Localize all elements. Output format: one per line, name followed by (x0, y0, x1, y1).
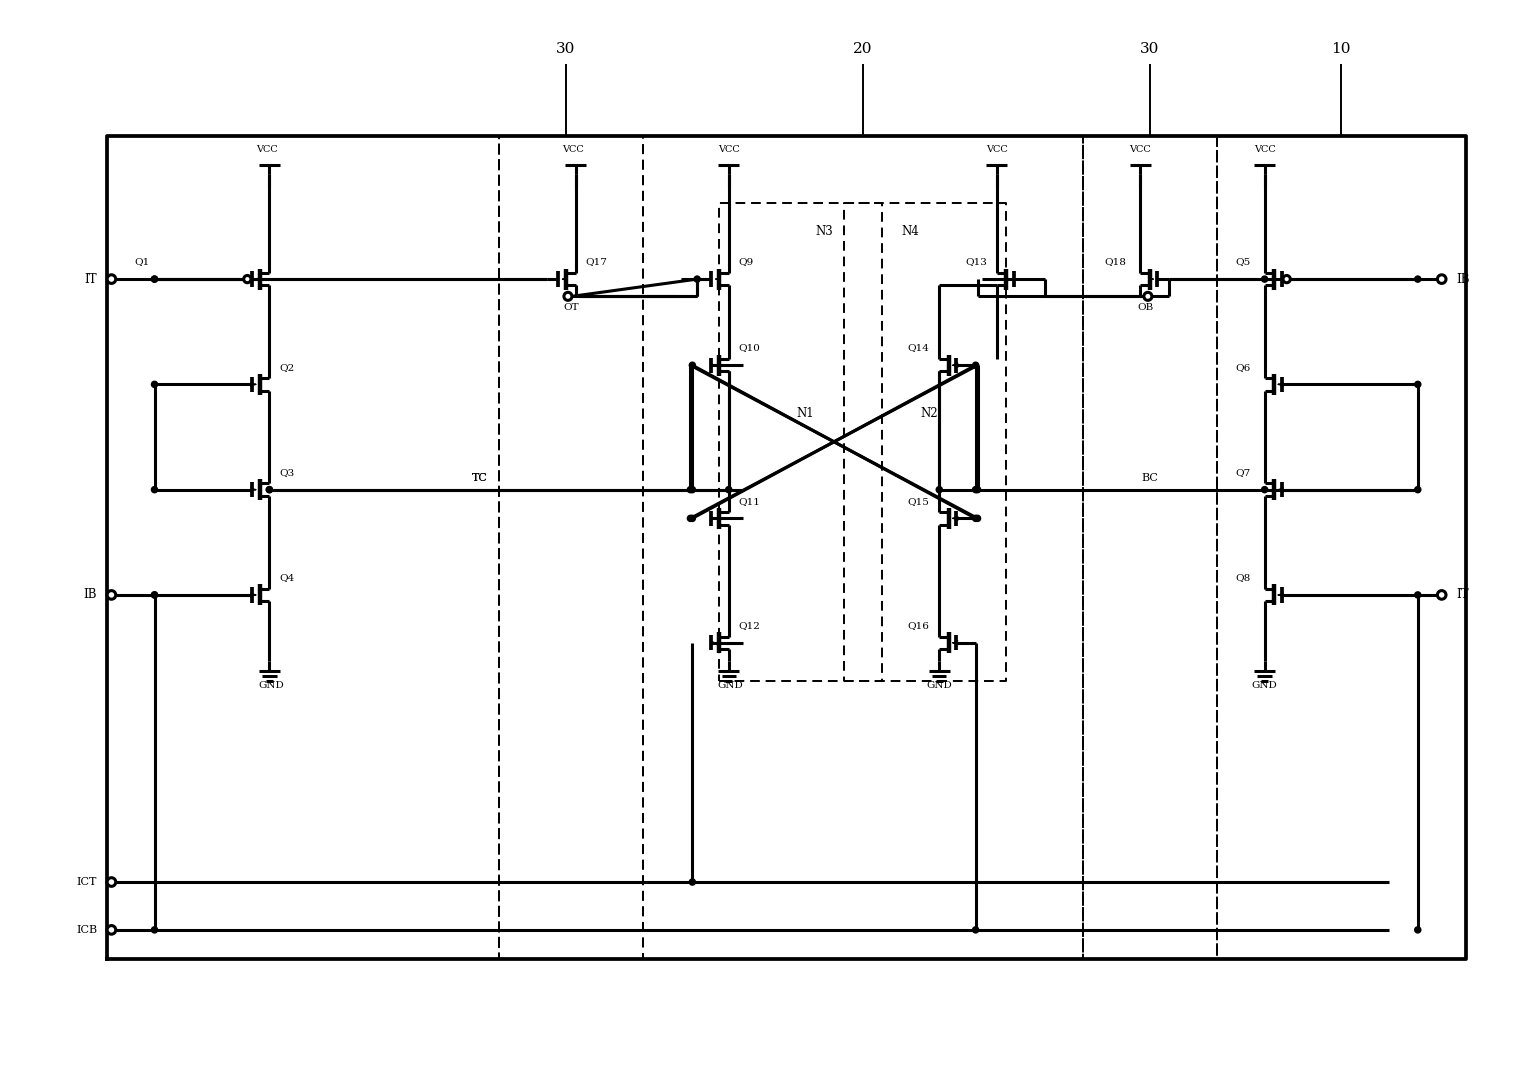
Circle shape (687, 487, 693, 492)
Text: IB: IB (83, 588, 97, 601)
Circle shape (689, 515, 695, 521)
Text: GND: GND (927, 682, 953, 690)
Text: N4: N4 (902, 225, 919, 238)
Text: Q9: Q9 (738, 257, 753, 267)
Circle shape (107, 926, 115, 934)
Circle shape (1144, 292, 1152, 300)
Text: Q16: Q16 (908, 621, 930, 630)
Text: Q1: Q1 (135, 257, 150, 267)
Circle shape (1414, 487, 1420, 492)
Circle shape (152, 592, 158, 598)
Circle shape (152, 927, 158, 933)
Circle shape (1282, 275, 1290, 283)
Circle shape (1261, 487, 1267, 492)
Circle shape (689, 362, 695, 369)
Circle shape (152, 487, 158, 492)
Circle shape (1261, 276, 1267, 282)
Text: VCC: VCC (1129, 145, 1150, 155)
Circle shape (1437, 275, 1447, 284)
Text: Q7: Q7 (1235, 468, 1250, 477)
Circle shape (1414, 382, 1420, 387)
Text: Q5: Q5 (1235, 257, 1250, 267)
Circle shape (107, 590, 115, 599)
Text: Q15: Q15 (908, 497, 930, 505)
Text: IB: IB (1456, 273, 1470, 286)
Circle shape (689, 879, 695, 885)
Text: VCC: VCC (1253, 145, 1276, 155)
Text: VCC: VCC (718, 145, 739, 155)
Circle shape (936, 487, 942, 492)
Circle shape (973, 487, 979, 492)
Text: 30: 30 (1140, 42, 1160, 56)
Text: VCC: VCC (986, 145, 1008, 155)
Text: Q4: Q4 (279, 573, 295, 583)
Text: Q2: Q2 (279, 362, 295, 372)
Text: TC: TC (472, 473, 488, 483)
Text: BC: BC (1141, 473, 1158, 483)
Text: Q13: Q13 (965, 257, 986, 267)
Text: OT: OT (563, 303, 578, 313)
Text: 20: 20 (853, 42, 873, 56)
Circle shape (107, 877, 115, 886)
Circle shape (726, 487, 732, 492)
Text: VCC: VCC (561, 145, 583, 155)
Text: GND: GND (718, 682, 744, 690)
Text: Q6: Q6 (1235, 362, 1250, 372)
Text: N1: N1 (796, 406, 815, 419)
Text: ICB: ICB (77, 924, 97, 935)
Circle shape (152, 592, 158, 598)
Text: Q11: Q11 (738, 497, 761, 505)
Text: 30: 30 (557, 42, 575, 56)
Text: Q10: Q10 (738, 344, 761, 353)
Circle shape (267, 487, 273, 492)
Text: Q14: Q14 (908, 344, 930, 353)
Circle shape (152, 276, 158, 282)
Circle shape (1414, 276, 1420, 282)
Circle shape (1414, 592, 1420, 598)
Circle shape (107, 275, 115, 284)
Circle shape (267, 487, 273, 492)
Text: Q8: Q8 (1235, 573, 1250, 583)
Text: Q17: Q17 (584, 257, 607, 267)
Text: ICT: ICT (77, 877, 97, 887)
Circle shape (1437, 590, 1447, 599)
Circle shape (152, 276, 158, 282)
Circle shape (687, 515, 693, 521)
Circle shape (973, 515, 979, 521)
Text: Q3: Q3 (279, 468, 295, 477)
Text: GND: GND (258, 682, 284, 690)
Circle shape (565, 292, 572, 300)
Text: IT: IT (84, 273, 97, 286)
Circle shape (244, 275, 252, 283)
Circle shape (974, 515, 980, 521)
Circle shape (1414, 927, 1420, 933)
Text: TC: TC (472, 473, 488, 483)
Text: N2: N2 (920, 406, 939, 419)
Text: VCC: VCC (256, 145, 278, 155)
Circle shape (973, 362, 979, 369)
Text: N3: N3 (816, 225, 833, 238)
Text: OB: OB (1137, 303, 1154, 313)
Text: IT: IT (1456, 588, 1468, 601)
Circle shape (152, 382, 158, 387)
Text: Q18: Q18 (1104, 257, 1126, 267)
Circle shape (689, 487, 695, 492)
Text: GND: GND (1252, 682, 1278, 690)
Text: Q12: Q12 (738, 621, 761, 630)
Circle shape (693, 276, 700, 282)
Circle shape (973, 927, 979, 933)
Text: 10: 10 (1332, 42, 1351, 56)
Circle shape (974, 487, 980, 492)
